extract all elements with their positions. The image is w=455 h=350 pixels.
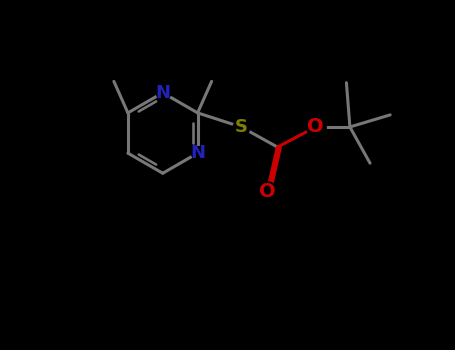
Text: S: S — [235, 118, 248, 136]
Text: O: O — [308, 118, 324, 136]
Text: O: O — [259, 182, 276, 201]
Text: N: N — [190, 144, 205, 162]
Text: N: N — [155, 84, 170, 102]
